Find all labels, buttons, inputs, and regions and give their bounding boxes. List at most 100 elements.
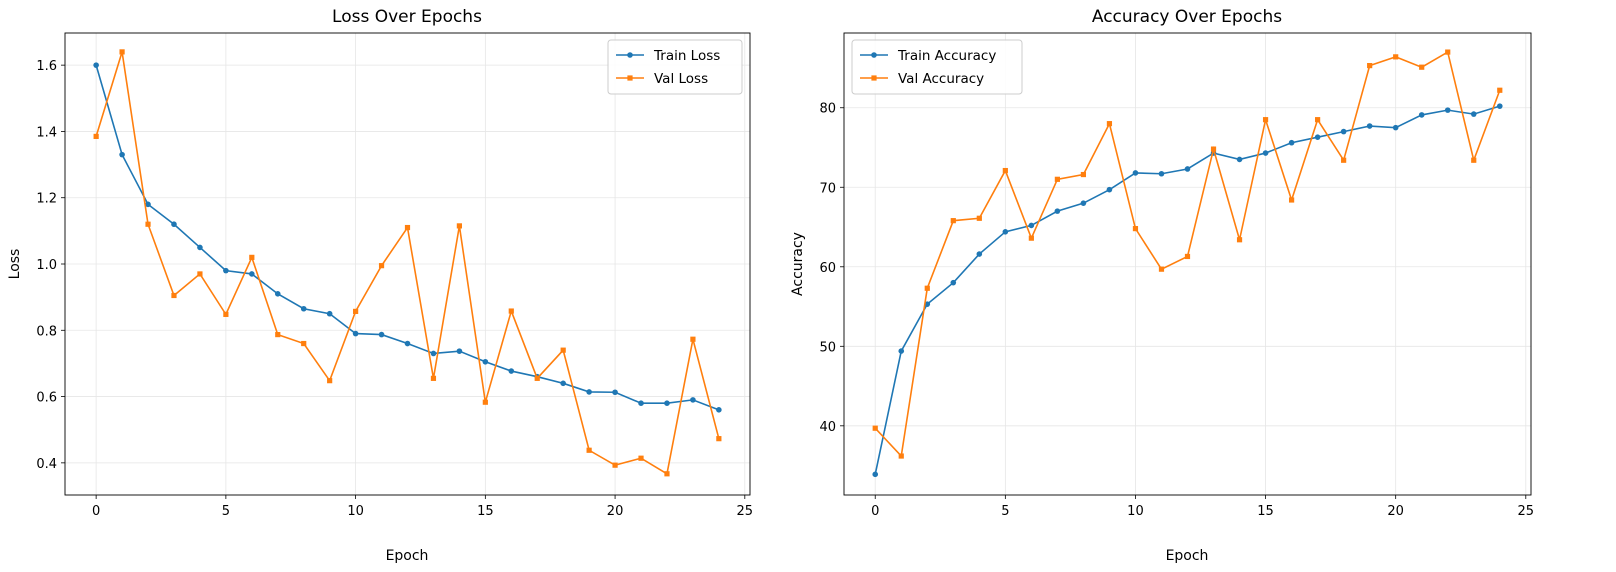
data-point xyxy=(249,271,255,277)
data-point xyxy=(326,310,333,317)
loss-chart-ylabel: Loss xyxy=(7,249,23,280)
accuracy-chart-xlabel: Epoch xyxy=(1166,548,1209,564)
data-point xyxy=(1288,197,1295,203)
data-point xyxy=(119,151,125,158)
loss-chart: Loss Over Epochs Epoch Loss 0 5 10 15 20 25 0.… xyxy=(7,7,753,564)
data-point xyxy=(638,455,644,461)
legend-box xyxy=(851,39,1023,95)
legend-marker xyxy=(871,52,877,58)
data-point xyxy=(1106,186,1113,193)
accuracy-x-tick-label: 0 xyxy=(871,504,879,519)
data-point xyxy=(1496,103,1503,109)
data-point xyxy=(300,305,307,312)
loss-y-tick-label: 0.8 xyxy=(36,324,57,339)
loss-y-tick-label: 1.0 xyxy=(36,258,57,273)
data-point xyxy=(223,267,229,274)
data-point xyxy=(664,471,670,477)
loss-legend: Train Loss Val Loss xyxy=(607,39,743,95)
data-point xyxy=(1340,128,1347,135)
data-point xyxy=(872,425,878,431)
accuracy-y-tick-label: 70 xyxy=(819,181,836,196)
data-point xyxy=(145,201,151,208)
data-point xyxy=(1314,134,1321,140)
data-point xyxy=(430,375,437,381)
data-point xyxy=(560,347,566,353)
data-point xyxy=(171,292,177,299)
data-point xyxy=(1106,121,1113,127)
data-point xyxy=(378,263,385,269)
accuracy-x-tick-label: 20 xyxy=(1387,504,1404,519)
data-point xyxy=(1445,49,1451,55)
accuracy-x-tick-label: 15 xyxy=(1257,504,1274,519)
data-point xyxy=(1470,111,1477,117)
data-point xyxy=(430,350,437,357)
loss-series-train-loss xyxy=(93,62,722,413)
data-point xyxy=(378,331,385,338)
data-point xyxy=(1471,157,1477,163)
loss-chart-title: Loss Over Epochs xyxy=(332,7,482,27)
data-point xyxy=(638,400,644,406)
data-point xyxy=(1002,228,1009,235)
data-point xyxy=(1497,87,1503,93)
data-point xyxy=(664,400,670,406)
loss-series-val-loss xyxy=(93,49,722,477)
data-point xyxy=(1418,112,1425,118)
loss-y-tick-label: 1.6 xyxy=(36,59,57,74)
data-point xyxy=(1262,117,1269,123)
loss-plot-area xyxy=(64,32,751,496)
data-point xyxy=(898,453,904,459)
legend-marker xyxy=(627,75,633,81)
series-line xyxy=(95,64,720,411)
data-point xyxy=(1367,63,1373,69)
data-point xyxy=(352,330,359,337)
data-point xyxy=(1132,226,1139,232)
data-point xyxy=(93,133,99,140)
series-line xyxy=(874,105,1501,475)
data-point xyxy=(1210,146,1217,152)
accuracy-plot-area xyxy=(843,32,1532,496)
data-point xyxy=(482,399,488,405)
data-point xyxy=(1236,237,1243,243)
accuracy-x-tick-label: 5 xyxy=(1001,504,1009,519)
loss-x-tick-label: 25 xyxy=(737,504,754,519)
loss-y-tick-label: 0.4 xyxy=(36,457,57,472)
data-point xyxy=(1366,123,1373,129)
legend-box xyxy=(607,39,743,95)
data-point xyxy=(1054,176,1060,182)
loss-x-tick-label: 0 xyxy=(92,504,100,519)
data-point xyxy=(274,291,281,297)
data-point xyxy=(560,380,566,387)
data-point xyxy=(249,254,255,260)
accuracy-series-train-accuracy xyxy=(872,103,1503,478)
legend-label: Train Accuracy xyxy=(897,48,996,64)
data-point xyxy=(1028,222,1035,229)
data-point xyxy=(1028,235,1034,241)
data-point xyxy=(950,279,957,286)
data-point xyxy=(924,285,930,291)
data-point xyxy=(690,397,696,403)
data-point xyxy=(716,436,722,442)
accuracy-chart-title: Accuracy Over Epochs xyxy=(1092,7,1282,27)
data-point xyxy=(1158,266,1165,272)
accuracy-series-val-accuracy xyxy=(872,49,1503,459)
loss-y-tick-label: 0.6 xyxy=(36,391,57,406)
data-point xyxy=(1315,117,1321,123)
data-point xyxy=(690,336,696,342)
data-point xyxy=(1341,157,1347,163)
accuracy-y-tick-label: 60 xyxy=(819,261,836,276)
data-point xyxy=(1236,156,1243,163)
data-point xyxy=(145,221,151,227)
data-point xyxy=(456,223,462,229)
legend-label: Val Loss xyxy=(654,71,708,87)
data-point xyxy=(872,471,879,478)
data-point xyxy=(275,331,281,338)
data-point xyxy=(1184,166,1191,172)
accuracy-chart-ylabel: Accuracy xyxy=(790,232,806,296)
data-point xyxy=(1080,200,1087,206)
data-point xyxy=(1002,167,1008,174)
data-point xyxy=(586,389,592,395)
data-point xyxy=(482,358,489,365)
data-point xyxy=(197,244,203,251)
accuracy-legend: Train Accuracy Val Accuracy xyxy=(851,39,1023,95)
